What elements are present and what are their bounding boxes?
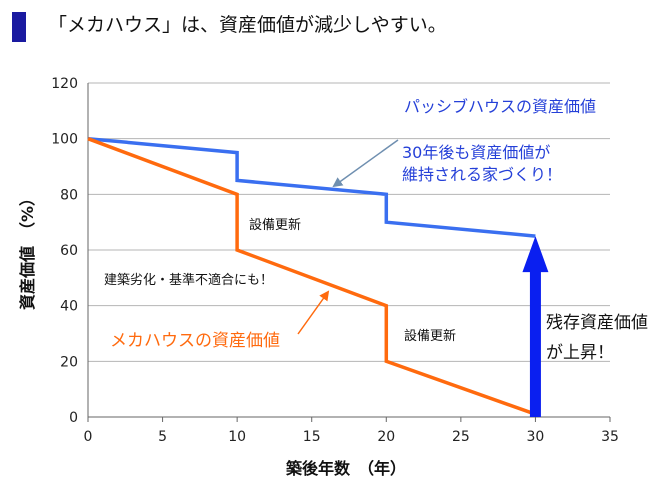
x-tick-label: 0 bbox=[84, 429, 93, 445]
residual-value-arrow bbox=[522, 236, 549, 417]
y-tick-label: 80 bbox=[60, 187, 78, 203]
series-lines bbox=[87, 136, 536, 416]
passive-house-series-line bbox=[87, 136, 536, 238]
renewal-label-2: 設備更新 bbox=[404, 328, 456, 344]
x-tick-label: 25 bbox=[452, 429, 470, 445]
mecha-label-pointer bbox=[297, 290, 330, 335]
heading-accent-bar bbox=[12, 12, 26, 42]
y-tick-label: 20 bbox=[60, 354, 78, 370]
mecha-house-series-line bbox=[87, 137, 536, 416]
passive-note-pointer bbox=[332, 139, 399, 188]
passive-note-line2: 維持される家づくり！ bbox=[402, 165, 562, 184]
x-tick-label: 30 bbox=[527, 429, 545, 445]
y-tick-label: 120 bbox=[51, 76, 78, 92]
y-tick-label: 100 bbox=[51, 132, 78, 148]
x-tick-label: 10 bbox=[228, 429, 246, 445]
tick-labels: 0 20 40 60 80 100 120 0 5 10 15 20 25 30 35 bbox=[51, 76, 619, 445]
passive-note-line1: 30年後も資産価値が bbox=[402, 143, 550, 162]
passive-series-label: パッシブハウスの資産価値 bbox=[404, 97, 596, 116]
renewal-label-1: 設備更新 bbox=[249, 217, 301, 233]
x-tick-label: 35 bbox=[601, 429, 619, 445]
x-tick-label: 20 bbox=[377, 429, 395, 445]
mecha-series-label: メカハウスの資産価値 bbox=[110, 331, 280, 351]
y-axis-title: 資産価値 （%） bbox=[18, 190, 37, 310]
y-tick-label: 60 bbox=[60, 243, 78, 259]
residual-note-line1: 残存資産価値 bbox=[546, 313, 648, 333]
x-axis-title: 築後年数 （年） bbox=[285, 459, 406, 478]
x-tick-label: 15 bbox=[303, 429, 321, 445]
residual-note-line2: が上昇！ bbox=[546, 343, 614, 363]
slide-heading: 「メカハウス」は、資産価値が減少しやすい。 bbox=[48, 14, 447, 36]
y-tick-label: 40 bbox=[60, 299, 78, 315]
x-tick-label: 5 bbox=[158, 429, 167, 445]
deterioration-note: 建築劣化・基準不適合にも！ bbox=[104, 272, 273, 288]
y-tick-label: 0 bbox=[69, 410, 78, 426]
axes bbox=[87, 83, 611, 422]
grid-lines bbox=[88, 82, 610, 362]
residual-value-arrow-shape bbox=[522, 236, 549, 417]
